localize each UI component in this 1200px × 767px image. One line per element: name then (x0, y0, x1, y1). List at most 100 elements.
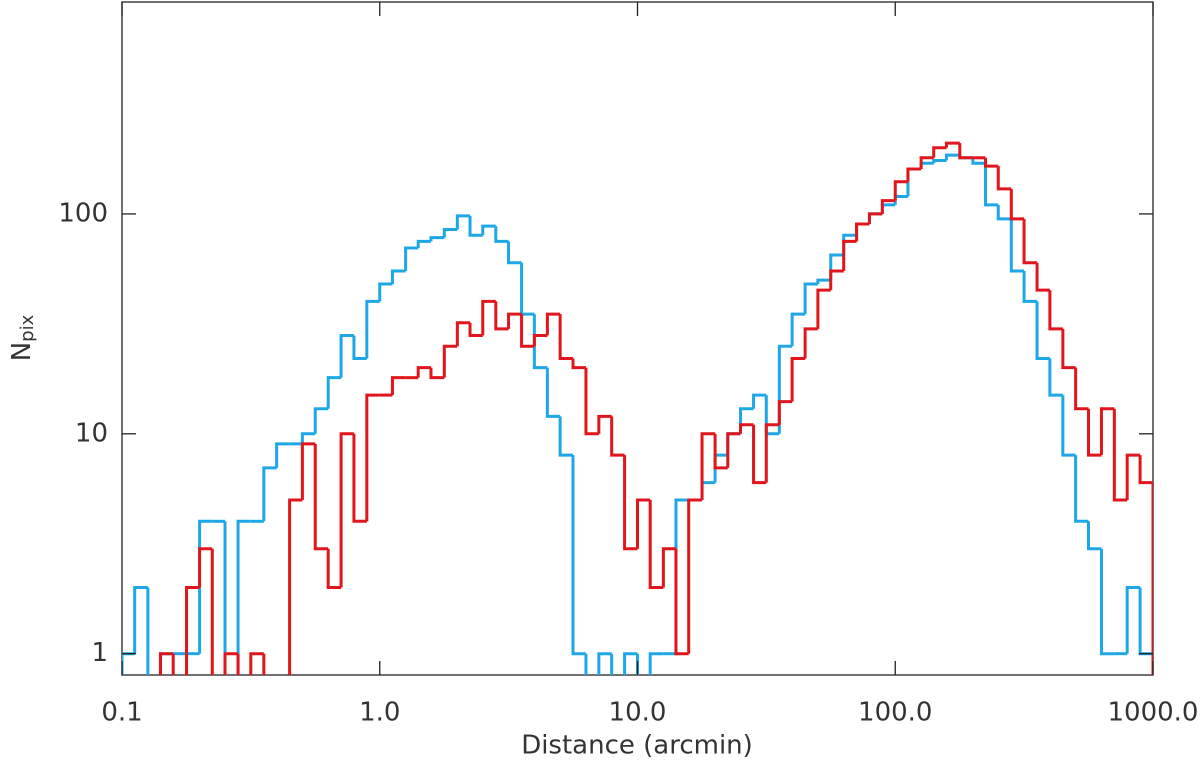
histogram-step (867, 212, 883, 224)
histogram-step (236, 519, 251, 675)
histogram-step (1099, 407, 1115, 456)
histogram-step (790, 357, 806, 402)
histogram-step (133, 585, 148, 654)
histogram-step (223, 652, 239, 675)
histogram-step (919, 156, 934, 170)
histogram-step (674, 498, 689, 654)
histogram-step (984, 157, 999, 168)
histogram-step (339, 432, 354, 588)
histogram-step (481, 299, 496, 336)
histogram-step (378, 282, 393, 302)
x-tick-label: 100.0 (858, 698, 932, 728)
histogram-step (481, 224, 496, 236)
histogram-step (158, 652, 174, 675)
histogram-step (893, 180, 908, 201)
histogram-step (880, 199, 896, 214)
histogram-step (442, 344, 458, 378)
x-tick-label: 0.1 (101, 698, 142, 728)
histogram-step (661, 547, 676, 588)
histogram-step (249, 652, 264, 675)
histogram-step (739, 423, 754, 434)
histogram-step (1009, 218, 1025, 273)
histogram-step (1125, 453, 1141, 500)
histogram-step (223, 521, 227, 675)
histogram-step (429, 367, 445, 380)
histogram-step (455, 214, 471, 230)
histogram-step (648, 499, 664, 589)
histogram-step (623, 455, 638, 551)
histogram-step (365, 299, 380, 359)
histogram-step (1086, 408, 1102, 457)
histogram-step (584, 367, 599, 436)
histogram-step (198, 547, 213, 588)
histogram-step (404, 246, 419, 272)
histogram-step (944, 141, 960, 148)
histogram-step (777, 344, 793, 434)
histogram-step (726, 432, 741, 468)
y-axis-label: Npix (7, 314, 39, 361)
plot-area (122, 141, 1153, 675)
histogram-step (275, 442, 290, 468)
histogram-step (932, 146, 947, 158)
histogram-step (1048, 358, 1063, 397)
histogram-step (558, 416, 573, 457)
histogram-step (339, 333, 354, 378)
histogram-step (674, 548, 689, 656)
histogram-step (416, 366, 431, 378)
histogram-step (532, 314, 548, 370)
histogram-step (829, 269, 844, 291)
histogram-step (545, 312, 561, 336)
histogram-step (468, 322, 483, 337)
histogram-step (429, 236, 445, 242)
histogram-step (520, 314, 535, 348)
histogram-step (571, 358, 586, 370)
histogram-step (262, 466, 277, 522)
histogram-step (906, 167, 922, 182)
histogram-step (494, 301, 509, 331)
histogram-step (752, 393, 767, 409)
histogram-step (1061, 328, 1076, 370)
histogram-step (571, 455, 586, 656)
y-tick-label: 100 (58, 198, 108, 228)
histogram-step (597, 652, 612, 675)
histogram-step (1074, 455, 1089, 523)
histogram-step (855, 222, 870, 242)
histogram-step (1009, 188, 1025, 221)
x-tick-label: 1.0 (359, 698, 400, 728)
x-tick-label: 10.0 (609, 698, 667, 728)
y-label-subscript: pix (17, 314, 38, 341)
histogram-step (300, 432, 316, 444)
histogram-step (185, 585, 200, 675)
histogram-step (1138, 455, 1153, 675)
histogram-step (893, 195, 908, 205)
y-tick-label: 1 (91, 638, 108, 668)
histogram-step (816, 288, 831, 329)
histogram-step (1112, 408, 1128, 502)
histogram-step (558, 314, 573, 361)
histogram-step (352, 433, 367, 523)
histogram-step (442, 227, 458, 238)
histogram-step (1035, 262, 1050, 292)
histogram-step (777, 400, 793, 425)
histogram-step (803, 282, 818, 315)
histogram-step (919, 161, 934, 170)
histogram-step (158, 652, 174, 675)
x-axis-label: Distance (arcmin) (521, 731, 753, 761)
histogram-step (610, 416, 625, 457)
histogram-step (1138, 587, 1153, 675)
histogram-step (971, 157, 986, 165)
histogram-step (880, 203, 896, 214)
histogram-step (532, 333, 548, 347)
histogram-step (520, 262, 535, 316)
histogram-step (996, 204, 1012, 221)
histogram-step (198, 519, 213, 654)
histogram-step (390, 376, 406, 396)
histogram-step (906, 167, 922, 197)
histogram-step (1074, 367, 1089, 411)
histogram-step (1022, 218, 1038, 265)
histogram-step (1099, 548, 1115, 656)
histogram-step (1061, 395, 1076, 457)
histogram-step (545, 367, 561, 418)
